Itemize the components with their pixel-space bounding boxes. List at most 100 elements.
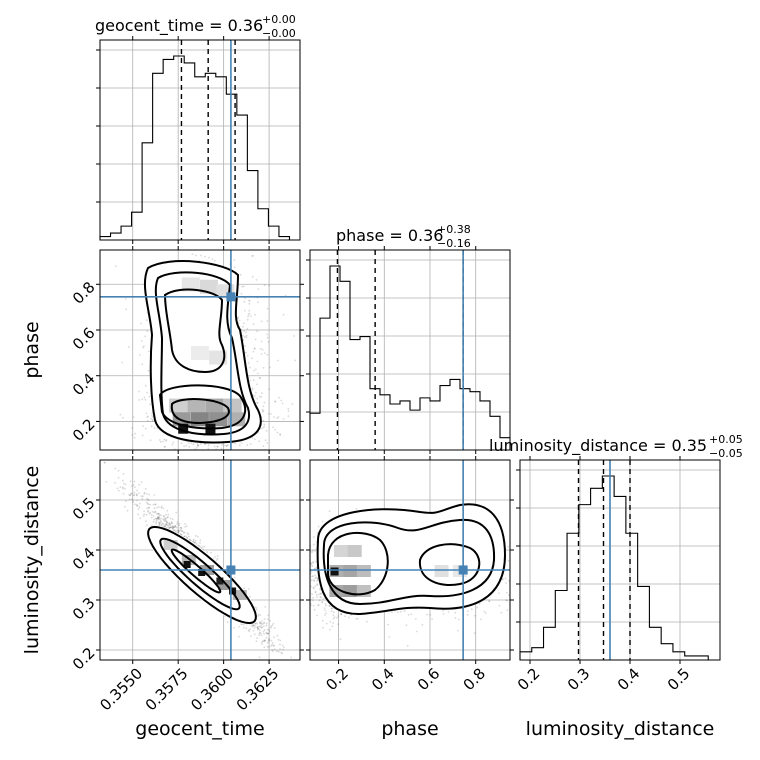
sample-point — [483, 610, 486, 613]
sample-point — [194, 241, 196, 243]
panel-content — [100, 460, 300, 665]
sample-point — [103, 461, 106, 464]
sample-point — [167, 526, 170, 528]
sample-point — [129, 480, 132, 483]
sample-point — [192, 538, 195, 541]
sample-point — [457, 629, 459, 632]
sample-point — [148, 506, 150, 509]
sample-point — [297, 531, 299, 533]
sample-point — [321, 601, 323, 604]
title-phase: phase = 0.36 +0.38 −0.16 — [336, 223, 471, 250]
sample-point — [268, 628, 270, 631]
panel-frame — [99, 249, 301, 451]
sample-point — [238, 635, 240, 638]
histogram-bin — [430, 401, 440, 450]
sample-point — [131, 498, 134, 501]
sample-point — [429, 613, 432, 616]
sample-point — [271, 650, 274, 652]
density-cell — [190, 346, 209, 360]
sample-point — [146, 524, 148, 527]
sample-point — [132, 484, 135, 486]
sample-point — [146, 330, 149, 333]
sample-point — [290, 663, 292, 665]
sample-point — [194, 254, 197, 257]
sample-point — [237, 316, 240, 319]
sample-point — [188, 446, 191, 448]
density-cell — [183, 561, 191, 568]
sample-point — [114, 265, 117, 268]
sample-point — [158, 514, 161, 517]
sample-point — [273, 627, 276, 629]
sample-point — [140, 495, 143, 497]
sample-point — [260, 320, 263, 323]
sample-point — [261, 627, 263, 629]
sample-point — [260, 396, 263, 398]
histogram-bin — [696, 656, 708, 660]
sample-point — [170, 526, 172, 529]
sample-point — [276, 634, 279, 637]
histogram-bin — [330, 266, 340, 450]
sample-point — [243, 587, 246, 589]
sample-point — [164, 445, 166, 448]
histogram-bin — [320, 318, 330, 450]
sample-point — [279, 643, 281, 646]
panel-frame — [99, 39, 301, 241]
sample-point — [319, 596, 322, 598]
sample-point — [146, 507, 148, 510]
sample-point — [155, 513, 158, 515]
sample-point — [291, 403, 294, 405]
histogram-bin — [649, 627, 661, 660]
sample-point — [172, 525, 174, 528]
sample-point — [122, 479, 124, 482]
sample-point — [160, 517, 163, 520]
sample-point — [226, 444, 229, 446]
sample-point — [206, 550, 208, 553]
sample-point — [165, 520, 168, 523]
sample-point — [261, 641, 263, 644]
sample-point — [144, 427, 147, 430]
sample-point — [189, 538, 191, 541]
contour-line — [163, 288, 226, 374]
sample-point — [205, 451, 207, 453]
sample-point — [149, 439, 152, 442]
sample-point — [261, 410, 264, 413]
sample-point — [138, 492, 140, 494]
sample-point — [250, 635, 252, 637]
histogram-bin — [174, 56, 185, 240]
sample-point — [268, 646, 270, 648]
sample-point — [217, 481, 219, 483]
sample-point — [144, 398, 147, 401]
sample-point — [268, 638, 270, 641]
contour-line — [158, 384, 247, 430]
sample-point — [414, 618, 417, 620]
sample-point — [314, 591, 317, 594]
sample-point — [247, 362, 250, 364]
sample-point — [268, 388, 270, 391]
sample-point — [174, 525, 177, 528]
sample-point — [165, 440, 168, 442]
sample-point — [258, 395, 261, 398]
sample-point — [511, 572, 513, 574]
contour-line — [170, 548, 222, 594]
sample-point — [178, 522, 181, 525]
sample-point — [257, 288, 260, 290]
sample-point — [272, 622, 275, 625]
sample-point — [306, 540, 308, 542]
sample-point — [256, 360, 259, 363]
title-phase-lower: −0.16 — [437, 237, 471, 250]
sample-point — [314, 574, 316, 577]
sample-point — [252, 629, 255, 632]
sample-point — [252, 350, 255, 353]
sample-point — [266, 632, 269, 635]
sample-point — [171, 443, 174, 446]
sample-point — [271, 624, 274, 627]
sample-point — [158, 522, 161, 524]
sample-point — [262, 622, 265, 625]
sample-point — [171, 522, 173, 525]
sample-point — [325, 612, 327, 614]
sample-point — [317, 593, 320, 596]
sample-point — [210, 551, 212, 554]
sample-point — [167, 524, 170, 527]
sample-point — [294, 359, 297, 362]
sample-point — [251, 255, 254, 257]
